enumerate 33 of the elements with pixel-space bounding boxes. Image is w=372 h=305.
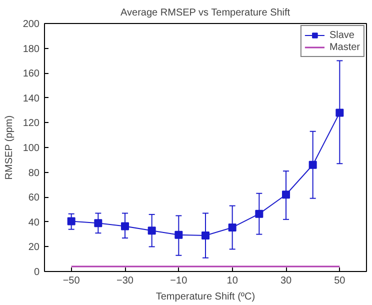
- y-tick-label: 80: [28, 168, 40, 179]
- y-tick-label: 100: [22, 143, 40, 154]
- point: [308, 160, 317, 169]
- y-tick-label: 180: [22, 44, 40, 55]
- point: [228, 223, 236, 232]
- point: [67, 217, 76, 226]
- y-tick-label: 160: [22, 68, 40, 80]
- x-tick-label: −50: [62, 276, 80, 286]
- point: [94, 219, 102, 228]
- chart-title: Average RMSEP vs Temperature Shift: [120, 8, 290, 18]
- y-tick-label: 120: [22, 118, 40, 130]
- point: [148, 226, 156, 235]
- x-tick-label: 10: [226, 276, 238, 286]
- y-axis-title: RMSEP (ppm): [4, 115, 15, 180]
- y-tick-label: 40: [28, 217, 40, 228]
- y-tick-label: 20: [28, 242, 40, 254]
- point: [336, 108, 344, 117]
- point: [282, 190, 290, 199]
- x-tick-label: 50: [334, 276, 346, 286]
- x-axis-title: Temperature Shift (ºC): [156, 292, 256, 302]
- y-tick-label: 60: [28, 192, 40, 204]
- y-tick-label: 140: [22, 93, 40, 104]
- y-tick-label: 0: [34, 267, 40, 278]
- point: [121, 222, 129, 230]
- point: [202, 232, 210, 240]
- point: [174, 230, 183, 239]
- y-tick-label: 200: [22, 19, 40, 30]
- x-tick-label: 30: [280, 276, 292, 286]
- legend-label: Slave: [329, 29, 354, 41]
- x-tick-label: −10: [170, 276, 188, 286]
- legend-label: Master: [329, 41, 360, 53]
- point: [255, 210, 264, 218]
- x-tick-label: −30: [116, 276, 134, 286]
